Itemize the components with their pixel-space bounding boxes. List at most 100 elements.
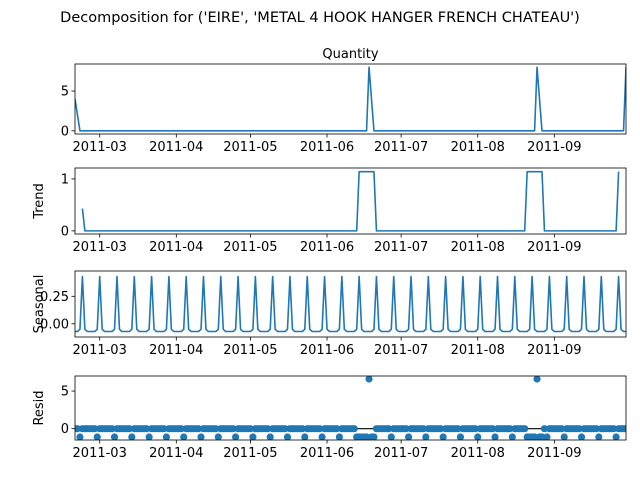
resid-point	[91, 425, 99, 433]
x-tick-label: 2011-08	[451, 446, 505, 461]
x-tick-label: 2011-09	[527, 343, 581, 358]
panel-resid: Resid 0 5 2011-03 2011-04 2011-05 2011-06 2011-…	[32, 375, 627, 461]
plot-area	[75, 376, 626, 440]
x-tick-label: 2011-07	[374, 446, 428, 461]
resid-point	[439, 433, 447, 440]
axes-frame	[74, 375, 627, 441]
x-tick-label: 2011-04	[149, 140, 203, 155]
y-tick-label: 0	[61, 124, 69, 139]
resid-point	[229, 425, 237, 433]
resid-point	[575, 425, 583, 433]
resid-point	[610, 425, 618, 433]
resid-point	[145, 433, 153, 440]
x-tick-label: 2011-09	[527, 140, 581, 155]
series-line	[75, 275, 626, 333]
resid-point	[533, 376, 541, 383]
x-tick-label: 2011-06	[300, 343, 354, 358]
resid-point	[249, 433, 257, 440]
resid-point	[160, 425, 168, 433]
x-tick-label: 2011-07	[374, 140, 428, 155]
resid-point	[281, 425, 289, 433]
x-tick-label: 2011-03	[73, 240, 127, 255]
resid-point	[212, 425, 220, 433]
plot-area	[75, 66, 626, 132]
resid-point	[301, 433, 309, 440]
plot-area	[75, 275, 626, 333]
resid-point	[595, 433, 603, 440]
x-tick-label: 2011-03	[73, 343, 127, 358]
resid-point	[143, 425, 151, 433]
resid-point	[471, 425, 479, 433]
y-axis-label: Trend	[32, 183, 47, 220]
resid-point	[350, 425, 358, 433]
resid-point	[437, 425, 445, 433]
resid-point	[558, 425, 566, 433]
resid-point	[402, 425, 410, 433]
y-tick-label: 5	[61, 85, 69, 100]
x-tick-label: 2011-03	[73, 140, 127, 155]
resid-point	[577, 433, 586, 440]
resid-point	[108, 425, 116, 433]
figure-title: Decomposition for ('EIRE', 'METAL 4 HOOK…	[60, 10, 580, 26]
resid-point	[76, 433, 84, 440]
resid-point	[93, 433, 101, 440]
x-tick-label: 2011-05	[223, 446, 277, 461]
x-tick-label: 2011-08	[451, 140, 505, 155]
resid-point	[560, 433, 568, 440]
resid-point	[387, 433, 395, 440]
resid-point	[370, 433, 378, 440]
x-tick-label: 2011-08	[451, 343, 505, 358]
series-line	[81, 170, 620, 232]
resid-point	[162, 433, 171, 440]
x-tick-label: 2011-08	[451, 240, 505, 255]
resid-point	[316, 425, 324, 433]
y-axis-label: Seasonal	[32, 275, 47, 334]
resid-point	[419, 425, 427, 433]
plot-area	[81, 170, 620, 232]
resid-point	[365, 376, 373, 383]
resid-point	[128, 433, 136, 440]
resid-point	[422, 433, 430, 440]
resid-point	[543, 433, 551, 440]
x-tick-label: 2011-05	[223, 240, 277, 255]
resid-point	[385, 425, 393, 433]
y-tick-label: 0.00	[40, 317, 69, 332]
resid-point	[540, 425, 549, 433]
resid-point	[125, 425, 133, 433]
resid-point	[456, 433, 465, 440]
resid-point	[177, 425, 185, 433]
y-tick-label: 1	[61, 172, 69, 187]
axes-frame	[74, 63, 627, 135]
resid-point	[197, 433, 205, 440]
x-tick-label: 2011-09	[527, 446, 581, 461]
panels-container: Quantity 0 5 2011-03 2011-04 2011-05 2011-06 20…	[32, 47, 627, 461]
resid-point	[404, 433, 413, 440]
y-tick-label: 5	[61, 385, 69, 400]
y-tick-label: 0	[61, 422, 69, 437]
resid-point	[335, 433, 343, 440]
resid-point	[318, 433, 326, 440]
x-tick-label: 2011-09	[527, 240, 581, 255]
x-tick-label: 2011-05	[223, 343, 277, 358]
axes-frame	[74, 167, 627, 235]
x-tick-label: 2011-07	[374, 343, 428, 358]
resid-point	[622, 425, 626, 433]
resid-point	[488, 425, 497, 433]
panel-title: Quantity	[322, 47, 378, 62]
resid-point	[454, 425, 462, 433]
resid-point	[474, 433, 482, 440]
y-tick-label: 0	[61, 224, 69, 239]
resid-point	[521, 425, 529, 433]
resid-point	[266, 433, 274, 440]
axes-frame	[74, 270, 627, 338]
y-axis-label: Resid	[32, 390, 47, 425]
x-tick-label: 2011-04	[149, 446, 203, 461]
resid-point	[232, 433, 240, 440]
resid-point	[264, 425, 272, 433]
resid-point	[506, 425, 514, 433]
resid-point	[246, 425, 255, 433]
panel-quantity: Quantity 0 5 2011-03 2011-04 2011-05 2011-06 20…	[61, 47, 627, 155]
resid-point	[491, 433, 499, 440]
